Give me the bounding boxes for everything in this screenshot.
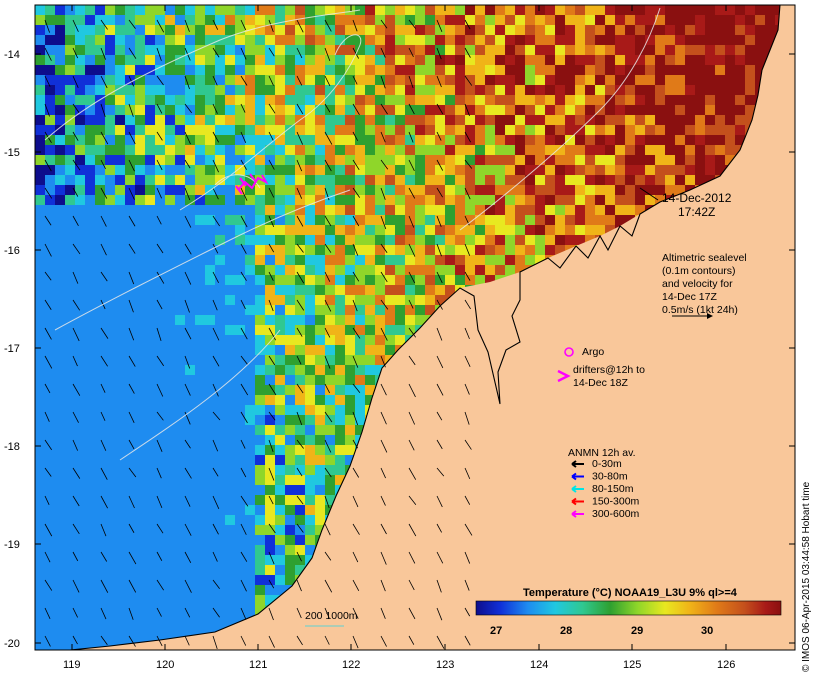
altimetry-note: Altimetric sealevel (0.1m contours) and … [662, 252, 747, 319]
colorbar-ticks: 27 28 29 30 [490, 625, 713, 637]
drifters-note-line-1: drifters@12h to [573, 364, 645, 376]
anmn-legend-label: 80-150m [592, 483, 634, 495]
lon-tick-label: 126 [717, 659, 735, 671]
colorbar-tick-label: 28 [560, 625, 572, 637]
lat-tick-label: -16 [4, 245, 20, 257]
lon-tick-label: 120 [156, 659, 174, 671]
anmn-legend-label: 0-30m [592, 458, 622, 470]
altimetry-note-line-1: Altimetric sealevel [662, 252, 747, 264]
drifters-note-line-2: 14-Dec 18Z [573, 377, 628, 389]
coastline [69, 5, 781, 650]
drifter-tracks [235, 173, 269, 195]
drifter-legend-symbol [557, 369, 571, 383]
anmn-legend-title: ANMN 12h av. [568, 447, 636, 459]
argo-marker [564, 347, 574, 357]
lat-tick-label: -14 [4, 49, 20, 61]
velocity-vectors [44, 19, 473, 649]
depth-contours-label: 200 1000m [305, 610, 358, 622]
lon-tick-label: 123 [436, 659, 454, 671]
altimetry-note-line-4: 14-Dec 17Z [662, 291, 717, 303]
altimetry-note-line-2: (0.1m contours) [662, 265, 736, 277]
lon-tick-label: 124 [530, 659, 548, 671]
colorbar [475, 600, 782, 616]
altimetry-note-line-5: 0.5m/s (1kt 24h) [662, 304, 738, 316]
latitude-axis: -14 -15 -16 -17 -18 -19 -20 [4, 49, 795, 650]
land-mass [70, 5, 795, 650]
lat-tick-label: -20 [4, 638, 20, 650]
colorbar-tick-label: 30 [701, 625, 713, 637]
lat-tick-label: -18 [4, 441, 20, 453]
image-time: 17:42Z [678, 205, 715, 219]
lat-tick-label: -15 [4, 147, 20, 159]
date-pointer-line [639, 187, 659, 201]
anmn-legend-label: 30-80m [592, 471, 628, 483]
anmn-legend: ANMN 12h av. 0-30m30-80m80-150m150-300m3… [568, 447, 640, 520]
altimetry-note-line-3: and velocity for [662, 278, 733, 290]
image-date: 14-Dec-2012 [662, 191, 732, 205]
argo-label: Argo [582, 346, 604, 358]
lat-tick-label: -19 [4, 539, 20, 551]
lon-tick-label: 119 [63, 659, 81, 671]
sealevel-contours [44, 7, 661, 461]
colorbar-tick-label: 27 [490, 625, 502, 637]
lon-tick-label: 125 [623, 659, 641, 671]
credit-text: © IMOS 06-Apr-2015 03:44:58 Hobart time [801, 481, 812, 672]
lon-tick-label: 122 [342, 659, 360, 671]
anmn-legend-label: 150-300m [592, 496, 640, 508]
lon-tick-label: 121 [249, 659, 267, 671]
anmn-legend-label: 300-600m [592, 508, 640, 520]
lat-tick-label: -17 [4, 343, 20, 355]
colorbar-title: Temperature (°C) NOAA19_L3U 9% ql>=4 [523, 587, 738, 599]
longitude-axis: 119 120 121 122 123 124 125 126 [63, 5, 735, 671]
colorbar-tick-label: 29 [631, 625, 643, 637]
